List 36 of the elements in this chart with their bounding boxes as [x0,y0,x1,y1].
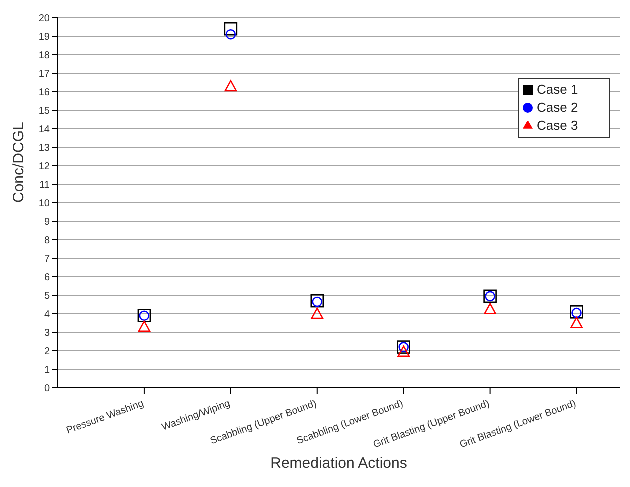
y-tick-label: 14 [38,124,50,136]
y-tick-label: 19 [38,32,50,44]
point [224,22,238,36]
point [311,308,324,320]
y-tick-label: 9 [44,217,50,228]
point [570,317,583,328]
y-tick-label: 10 [38,198,50,210]
y-tick-label: 20 [38,14,50,25]
legend-label: Case 3 [537,118,578,133]
legend-label: Case 2 [537,100,578,115]
y-tick-label: 13 [38,143,50,154]
point [310,294,324,308]
point [484,303,496,315]
point [226,30,236,40]
y-tick-label: 0 [44,384,50,395]
y-tick-label: 17 [38,69,50,80]
y-axis-title: Conc/DCGL [10,122,28,203]
point [398,346,410,358]
point [224,80,238,92]
y-tick-label: 2 [44,346,50,358]
y-tick-label: 11 [40,180,50,192]
point [138,320,151,332]
y-tick-label: 6 [44,272,50,284]
legend-label: Case 1 [537,82,578,97]
y-tick-label: 3 [44,328,50,340]
y-tick-label: 7 [44,254,50,266]
point [312,296,323,308]
y-tick-label: 15 [38,106,50,118]
x-axis-title: Remediation Actions [270,455,408,472]
y-tick-label: 12 [38,162,50,173]
y-tick-label: 18 [38,50,50,62]
y-tick-label: 8 [44,236,50,247]
y-tick-label: 16 [38,88,50,99]
y-tick-label: 1 [44,365,50,376]
y-tick-label: 5 [44,291,50,302]
y-tick-label: 4 [44,310,50,321]
